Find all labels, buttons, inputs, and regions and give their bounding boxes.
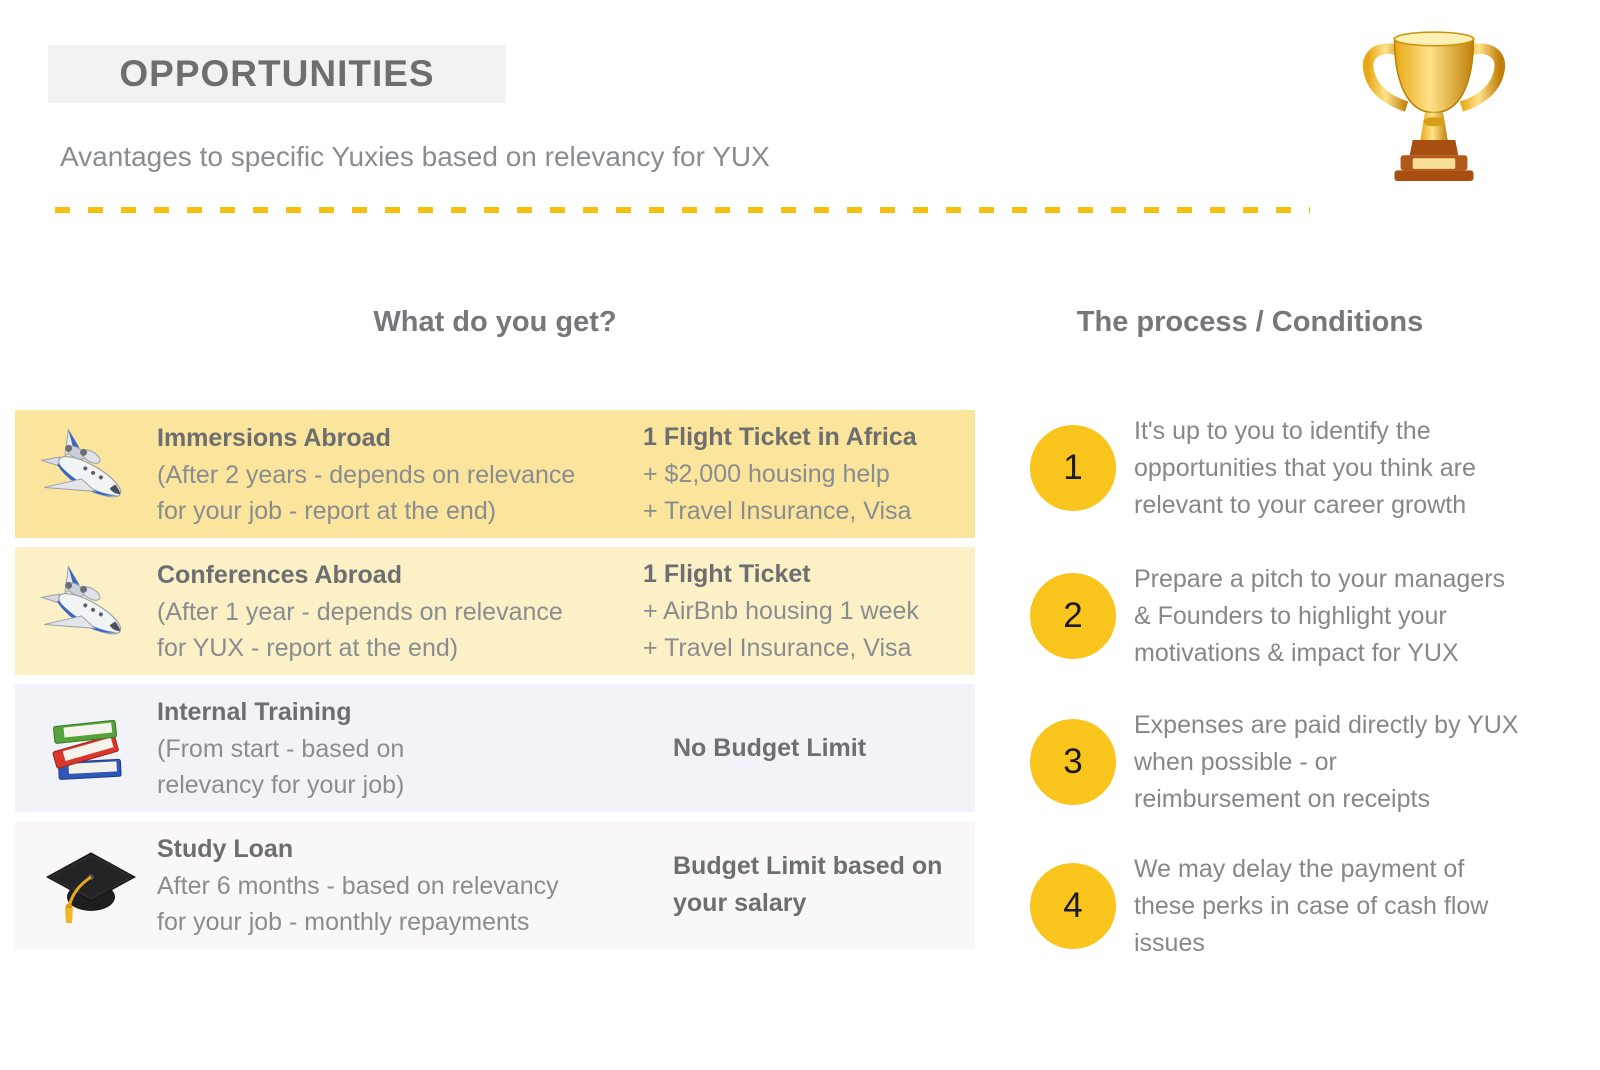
process-step: 4 We may delay the payment of these perk…: [1030, 850, 1550, 962]
benefit-description: (After 1 year - depends on relevance for…: [157, 594, 643, 666]
benefit-row-immersions-abroad: Immersions Abroad (After 2 years - depen…: [15, 410, 975, 538]
dashed-divider: [55, 207, 1310, 213]
step-text: Prepare a pitch to your managers & Found…: [1134, 561, 1505, 672]
step-number-badge: 1: [1030, 425, 1116, 511]
step-number: 2: [1063, 596, 1083, 635]
step-text-line: relevant to your career growth: [1134, 490, 1467, 519]
step-number-badge: 3: [1030, 719, 1116, 805]
process-step: 3 Expenses are paid directly by YUX when…: [1030, 706, 1550, 818]
process-step: 1 It's up to you to identify the opportu…: [1030, 412, 1550, 524]
description-line: (After 1 year - depends on relevance: [157, 597, 563, 626]
benefit-bold-line: your salary: [673, 889, 807, 917]
jet-airplane-icon: [39, 422, 139, 526]
step-text-line: Expenses are paid directly by YUX: [1134, 710, 1519, 739]
step-text-line: Prepare a pitch to your managers: [1134, 564, 1506, 593]
right-section-heading: The process / Conditions: [1076, 306, 1424, 338]
benefit-value-title: No Budget Limit: [673, 730, 959, 767]
description-line: for YUX - report at the end): [157, 633, 459, 662]
step-text: We may delay the payment of these perks …: [1134, 851, 1488, 962]
step-text: Expenses are paid directly by YUX when p…: [1134, 707, 1518, 818]
step-text-line: when possible - or: [1134, 747, 1337, 776]
process-step: 2 Prepare a pitch to your managers & Fou…: [1030, 560, 1550, 672]
benefit-value-title: 1 Flight Ticket in Africa: [643, 419, 959, 456]
step-text-line: these perks in case of cash flow: [1134, 891, 1489, 920]
benefit-value: No Budget Limit: [643, 730, 975, 767]
benefit-line: + AirBnb housing 1 week: [643, 596, 919, 625]
benefit-value: 1 Flight Ticket in Africa + $2,000 housi…: [643, 419, 975, 530]
books-icon: [39, 696, 139, 800]
step-number: 4: [1063, 886, 1083, 925]
trophy-icon: [1358, 26, 1510, 190]
page-title-box: OPPORTUNITIES: [48, 45, 506, 103]
step-number-badge: 4: [1030, 863, 1116, 949]
benefit-line: + Travel Insurance, Visa: [643, 496, 912, 525]
benefit-title: Internal Training: [157, 697, 352, 726]
benefit-row-internal-training: Internal Training (From start - based on…: [15, 684, 975, 812]
benefit-bold-line: Budget Limit based on: [673, 852, 943, 880]
benefit-value-title: 1 Flight Ticket: [643, 556, 959, 593]
benefit-row-conferences-abroad: Conferences Abroad (After 1 year - depen…: [15, 547, 975, 675]
description-line: for your job - report at the end): [157, 496, 497, 525]
benefit-description: After 6 months - based on relevancy for …: [157, 868, 643, 940]
benefit-title: Conferences Abroad: [157, 560, 402, 589]
page-title: OPPORTUNITIES: [119, 53, 435, 94]
benefit-line: + Travel Insurance, Visa: [643, 633, 912, 662]
benefit-bold-line: No Budget Limit: [673, 733, 867, 762]
benefit-value-details: + AirBnb housing 1 week + Travel Insuran…: [643, 593, 959, 667]
description-line: (From start - based on: [157, 734, 405, 763]
benefit-title: Study Loan: [157, 834, 294, 863]
benefit-bold-line: 1 Flight Ticket: [643, 559, 811, 588]
step-number: 1: [1063, 448, 1083, 487]
step-number: 3: [1063, 742, 1083, 781]
step-text: It's up to you to identify the opportuni…: [1134, 413, 1476, 524]
page-subtitle: Avantages to specific Yuxies based on re…: [60, 141, 770, 172]
step-text-line: & Founders to highlight your: [1134, 601, 1447, 630]
description-line: After 6 months - based on relevancy: [157, 871, 559, 900]
step-text-line: issues: [1134, 928, 1205, 957]
benefit-info: Study Loan After 6 months - based on rel…: [157, 831, 643, 940]
benefit-line: + $2,000 housing help: [643, 459, 890, 488]
description-line: relevancy for your job): [157, 770, 405, 799]
benefit-row-study-loan: Study Loan After 6 months - based on rel…: [15, 821, 975, 949]
benefit-info: Immersions Abroad (After 2 years - depen…: [157, 420, 643, 529]
benefit-description: (After 2 years - depends on relevance fo…: [157, 457, 643, 529]
left-section-heading: What do you get?: [373, 306, 617, 338]
benefit-bold-line: 1 Flight Ticket in Africa: [643, 422, 917, 451]
benefit-value-details: + $2,000 housing help + Travel Insurance…: [643, 456, 959, 530]
benefit-info: Conferences Abroad (After 1 year - depen…: [157, 557, 643, 666]
step-text-line: It's up to you to identify the: [1134, 416, 1431, 445]
step-text-line: reimbursement on receipts: [1134, 784, 1430, 813]
benefit-description: (From start - based on relevancy for you…: [157, 731, 643, 803]
step-number-badge: 2: [1030, 573, 1116, 659]
step-text-line: motivations & impact for YUX: [1134, 638, 1459, 667]
step-text-line: opportunities that you think are: [1134, 453, 1476, 482]
description-line: for your job - monthly repayments: [157, 907, 530, 936]
benefit-info: Internal Training (From start - based on…: [157, 694, 643, 803]
benefit-value: 1 Flight Ticket + AirBnb housing 1 week …: [643, 556, 975, 667]
benefit-value-title: Budget Limit based on your salary: [673, 848, 959, 922]
step-text-line: We may delay the payment of: [1134, 854, 1465, 883]
benefit-title: Immersions Abroad: [157, 423, 391, 452]
description-line: (After 2 years - depends on relevance: [157, 460, 576, 489]
graduation-cap-icon: [39, 833, 139, 937]
jet-airplane-icon: [39, 559, 139, 663]
benefit-value: Budget Limit based on your salary: [643, 848, 975, 922]
